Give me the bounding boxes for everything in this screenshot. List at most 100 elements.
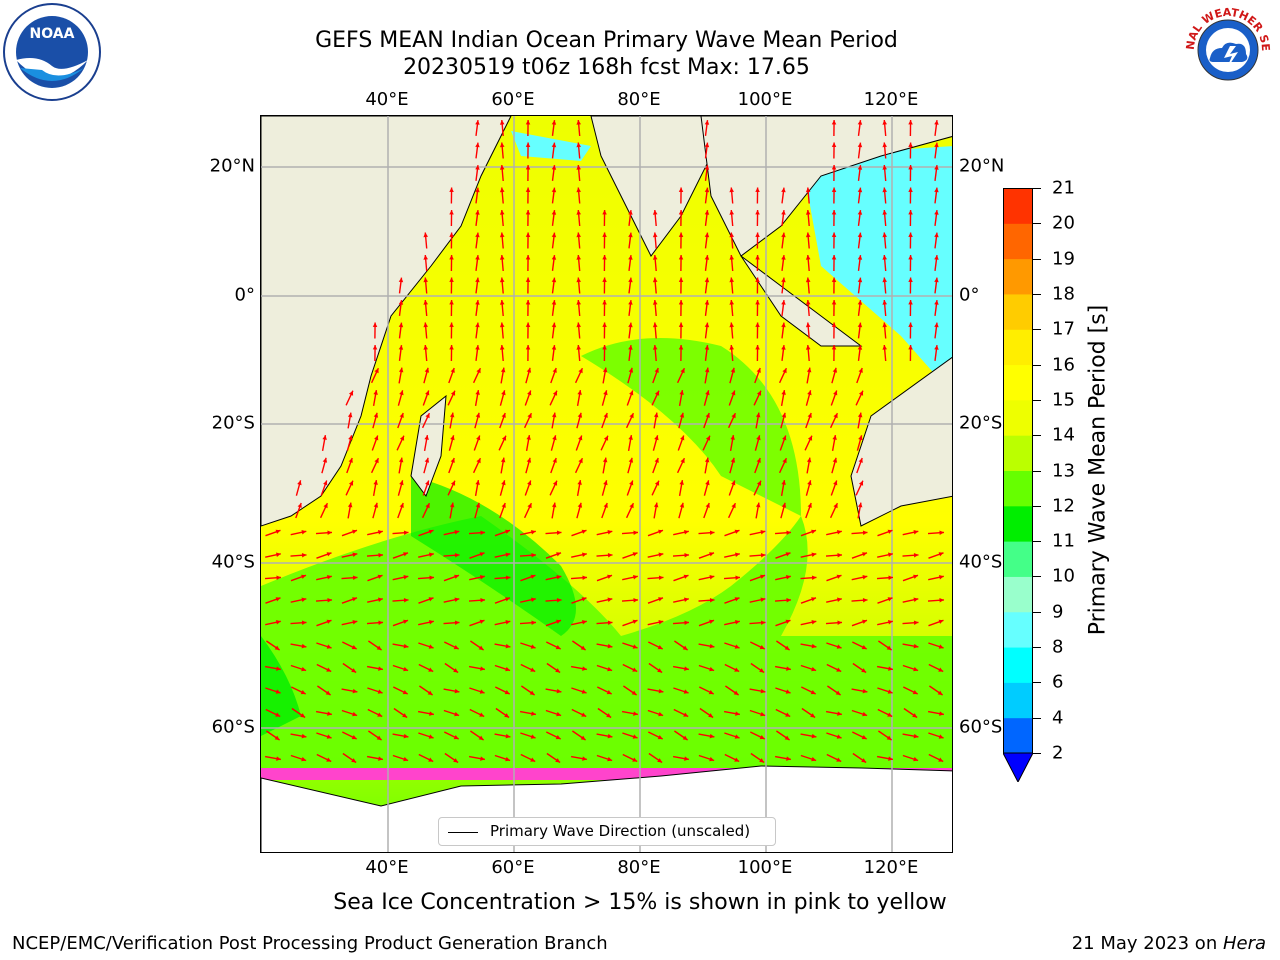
wave-arrow-head [348,390,354,396]
wave-arrow-head [454,711,460,717]
wave-arrow-head [680,368,685,374]
colorbar-tick-label: 17 [1052,318,1075,340]
wave-arrow-head [551,412,557,418]
wave-arrow-head [454,553,460,558]
wave-arrow-head [480,530,485,535]
wave-arrow-head [377,689,383,694]
wave-arrow-head [423,300,428,305]
wave-arrow-head [556,530,562,535]
wave-arrow-head [475,255,480,260]
wave-arrow-head [837,530,842,535]
wave-arrow-head [475,300,480,305]
wave-arrow-head [759,645,765,650]
colorbar-title: Primary Wave Mean Period [s] [1085,304,1111,636]
wave-arrow-head [479,619,485,624]
wave-arrow-head [831,300,837,305]
wave-arrow-head [704,345,710,350]
wave-arrow-head [399,480,404,486]
wave-arrow-head [836,644,842,649]
wave-arrow-head [525,300,531,305]
wave-arrow-head [679,502,685,508]
wave-arrow-head [301,620,307,625]
colorbar-tick-label: 14 [1052,424,1075,446]
wave-arrow-head [301,574,306,579]
wave-arrow-head [348,458,353,463]
wave-arrow-head [425,480,430,486]
wave-arrow-head [782,435,787,441]
wave-arrow-head [934,120,939,125]
wave-arrow-head [678,187,684,192]
wave-arrow-head [501,413,506,418]
wave-arrow-head [704,232,710,238]
wave-arrow-head [501,390,506,396]
wave-arrow-head [525,345,531,350]
wave-arrow-head [831,277,837,282]
wave-arrow-head [705,435,711,441]
wave-arrow-head [527,503,532,509]
wave-arrow-head [755,255,760,260]
wave-arrow-head [836,667,842,672]
wave-arrow-head [836,734,842,739]
wave-arrow-head [882,165,887,170]
wave-arrow-head [913,530,919,535]
wave-arrow-head [453,645,459,650]
wave-arrow-head [652,322,658,328]
wave-arrow-head [934,210,939,215]
colorbar-segment [1003,258,1033,295]
wave-arrow-head [861,758,867,763]
wave-arrow-head [908,277,913,282]
wave-arrow-head [857,277,863,283]
wave-arrow-head [755,232,760,237]
wave-arrow-head [582,756,587,761]
wave-arrow-head [831,232,837,237]
wave-arrow-head [327,530,332,535]
wave-arrow-head [378,553,383,558]
wave-arrow-head [785,552,791,557]
wave-arrow-head [602,210,607,215]
wave-arrow-head [378,597,383,602]
wave-arrow-head [654,368,659,373]
wave-arrow-head [734,644,740,649]
wave-arrow-head [811,643,817,649]
wave-arrow-head [709,756,715,762]
wave-arrow-head [398,457,404,463]
wave-arrow-head [603,435,609,441]
wave-arrow-head [806,457,812,463]
wave-arrow-head [633,711,638,716]
wave-arrow-head [811,756,817,762]
wave-arrow-head [832,367,838,373]
wave-arrow-head [735,575,740,580]
colorbar-segment [1003,717,1033,754]
wave-arrow-head [760,530,766,535]
wave-arrow-head [326,644,332,649]
wave-arrow-head [837,711,842,716]
wave-arrow-head [938,619,944,624]
colorbar [1003,188,1033,782]
wave-arrow-head [862,688,868,694]
wave-arrow-head [501,435,507,441]
wave-arrow-head [301,666,307,672]
wave-arrow-head [734,667,740,672]
wave-arrow-head [551,300,557,305]
lon-label-bottom: 120°E [863,857,919,878]
colorbar-segment [1003,647,1033,683]
wave-arrow-head [576,300,581,305]
wave-arrow-head [760,688,766,694]
wave-arrow-head [628,232,633,238]
wave-arrow-head [398,322,404,328]
wave-arrow-head [403,598,409,603]
wave-arrow-head [425,413,430,419]
wave-arrow-head [862,711,868,717]
wave-arrow-head [629,480,634,486]
wave-arrow-head [831,120,837,125]
wave-arrow-head [735,620,740,625]
wave-arrow-head [805,345,811,350]
wave-arrow-head [525,322,531,327]
wave-arrow-head [576,322,581,328]
wave-arrow-head [551,277,557,283]
wave-arrow-head [887,689,893,694]
colorbar-border [1003,188,1033,754]
wave-arrow-head [934,165,939,170]
wave-arrow-head [888,575,893,580]
wave-arrow-head [857,210,863,215]
